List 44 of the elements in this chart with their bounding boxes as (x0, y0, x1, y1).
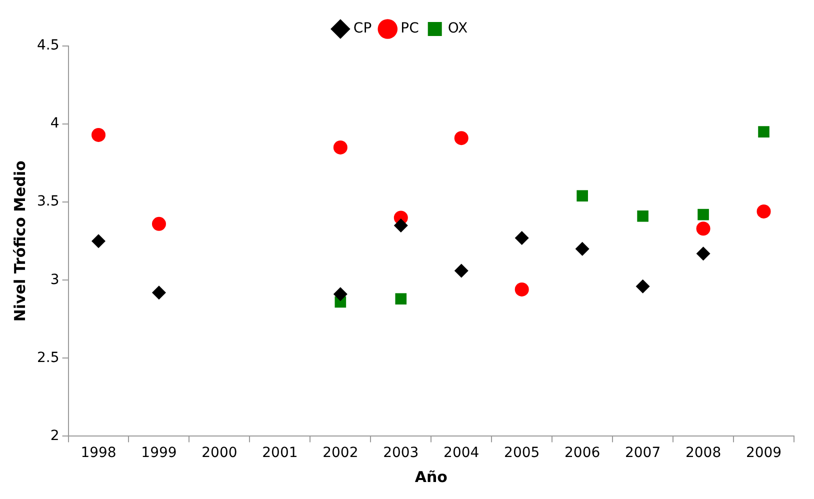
y-tick-label: 2.5 (37, 350, 60, 366)
point (758, 126, 770, 138)
y-tick-label: 4 (50, 116, 60, 132)
y-tick-label: 2 (50, 428, 60, 444)
y-tick-label: 3 (50, 272, 60, 288)
point (637, 210, 648, 222)
x-tick-label: 1998 (80, 445, 116, 462)
point (454, 264, 468, 278)
point (92, 128, 106, 142)
x-tick-label: 2002 (322, 445, 358, 462)
point (395, 293, 407, 305)
x-tick-label: 2009 (746, 445, 782, 462)
x-tick-label: 2003 (383, 445, 419, 462)
point (696, 222, 710, 236)
point (333, 140, 348, 154)
point (696, 246, 710, 261)
point (333, 287, 348, 302)
point (152, 286, 166, 300)
point (514, 282, 529, 296)
x-tick-label: 2007 (624, 445, 661, 462)
x-tick-label: 2005 (504, 445, 540, 462)
x-axis-title: Año (414, 468, 448, 486)
legend-label: OX (448, 20, 468, 37)
legend-label: PC (400, 20, 420, 37)
x-tick-label: 2001 (262, 445, 298, 462)
point (454, 131, 468, 146)
y-axis-title: Nivel Trófico Medio (10, 160, 29, 322)
y-tick-label: 4.5 (37, 38, 60, 54)
legend-label: CP (353, 20, 372, 37)
x-tick-label: 2008 (685, 445, 722, 462)
point (152, 216, 166, 231)
point (576, 190, 588, 202)
point (92, 234, 106, 248)
point (636, 279, 650, 294)
point (394, 218, 408, 232)
point (698, 208, 709, 220)
point (514, 230, 529, 245)
x-tick-label: 2004 (444, 445, 480, 462)
point (575, 242, 590, 256)
y-tick-label: 3.5 (37, 194, 60, 210)
point (756, 204, 771, 218)
x-tick-label: 1999 (141, 445, 177, 462)
x-tick-label: 2006 (564, 445, 600, 462)
x-tick-label: 2000 (202, 445, 238, 462)
